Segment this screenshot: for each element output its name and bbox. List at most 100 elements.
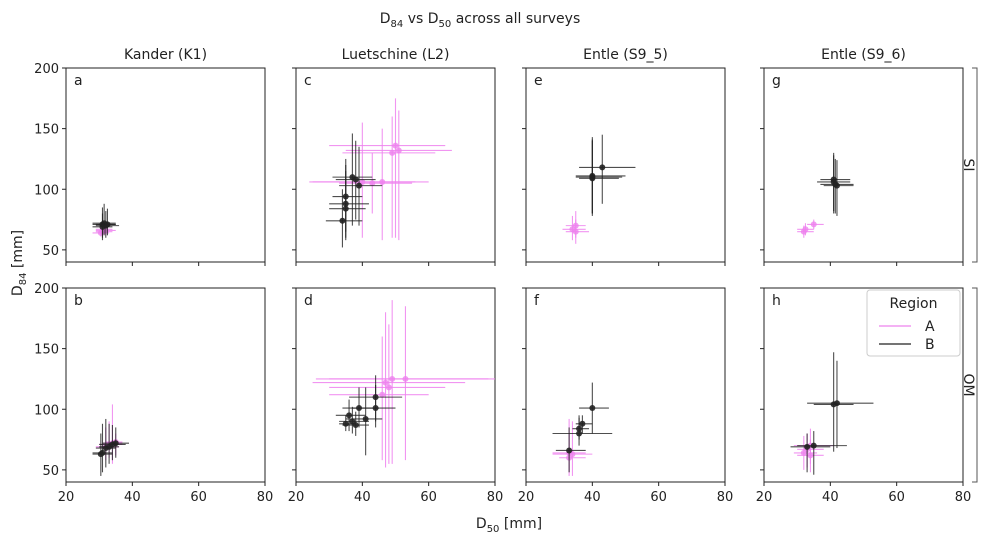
column-title: Luetschine (L2) [342, 47, 450, 63]
panel-data [552, 382, 613, 476]
data-point [800, 449, 807, 456]
data-point [385, 384, 392, 391]
x-tick-label: 80 [487, 490, 504, 505]
panel-data [312, 300, 495, 468]
data-point [402, 375, 409, 382]
panel-letter: c [304, 73, 312, 89]
panel-grid: Kander (K1) Luetschine (L2) Entle (S9_5) En… [34, 47, 971, 505]
y-tick-label: 50 [42, 464, 59, 479]
y-tick-label: 150 [34, 343, 59, 358]
data-point [807, 452, 814, 459]
series-B [92, 203, 120, 241]
row-bracket [972, 67, 978, 263]
data-point [362, 415, 369, 422]
panel-d: 20 40 60 80 d [288, 287, 504, 505]
series-B [790, 352, 874, 475]
column-title: Kander (K1) [124, 47, 207, 63]
panel-data [92, 404, 130, 476]
data-point [339, 217, 346, 224]
panel-frame [295, 287, 496, 483]
x-tick-label: 80 [257, 490, 274, 505]
data-point [104, 221, 111, 228]
data-point [589, 405, 596, 412]
y-tick-label: 100 [34, 183, 59, 198]
series-A [312, 300, 495, 468]
data-point [342, 420, 349, 427]
series-B [92, 418, 130, 476]
panel-frame [525, 67, 726, 263]
x-axis-label: D50 [mm] [476, 516, 542, 535]
data-point [352, 422, 359, 429]
data-point [379, 391, 386, 398]
data-point [599, 164, 606, 171]
panel-data [562, 134, 636, 244]
x-tick-label: 80 [717, 490, 734, 505]
panel-letter: e [534, 73, 543, 89]
data-point [572, 228, 579, 235]
y-tick-label: 50 [42, 244, 59, 259]
column-title: Entle (S9_5) [583, 47, 668, 63]
x-tick-label: 60 [888, 490, 905, 505]
panel-c: c [292, 67, 496, 266]
panel-letter: a [74, 73, 83, 89]
panel-letter: d [304, 293, 313, 309]
panel-frame [763, 67, 964, 263]
data-point [382, 379, 389, 386]
panel-frame [65, 67, 266, 263]
data-point [810, 221, 817, 228]
y-axis-label: D84 [mm] [10, 230, 29, 296]
legend-label: A [925, 319, 935, 335]
panel-h: 20 40 60 80 h [756, 287, 972, 505]
data-point [589, 175, 596, 182]
x-tick-label: 60 [420, 490, 437, 505]
data-point [369, 180, 376, 187]
data-point [395, 147, 402, 154]
data-point [97, 451, 104, 458]
legend-label: B [925, 337, 935, 353]
panel-frame [763, 287, 964, 483]
data-point [389, 149, 396, 156]
x-tick-label: 80 [955, 490, 972, 505]
panel-a: 50 100 150 200 a [34, 62, 266, 266]
panel-f: 20 40 60 80 f [518, 287, 734, 505]
panel-b: 50 100 150 200 20 40 60 80 b [34, 282, 273, 505]
x-tick-label: 20 [288, 490, 305, 505]
x-tick-label: 20 [756, 490, 773, 505]
legend: Region AB [866, 289, 961, 357]
row-labels: SI OM [960, 67, 978, 483]
data-point [579, 420, 586, 427]
figure-title: D84 vs D50 across all surveys [380, 11, 581, 30]
legend-title: Region [890, 296, 938, 312]
panel-frame [525, 287, 726, 483]
x-tick-label: 20 [518, 490, 535, 505]
panel-data [797, 152, 854, 238]
data-point [833, 182, 840, 189]
series-A [562, 211, 590, 244]
data-point [356, 405, 363, 412]
panel-letter: f [534, 293, 540, 309]
x-tick-label: 40 [354, 490, 371, 505]
y-tick-label: 200 [34, 62, 59, 77]
series-A [309, 98, 452, 241]
x-tick-label: 40 [584, 490, 601, 505]
y-tick-label: 150 [34, 123, 59, 138]
data-point [804, 443, 811, 450]
data-point [356, 182, 363, 189]
row-label: OM [960, 373, 976, 396]
series-B [325, 133, 383, 248]
data-point [342, 205, 349, 212]
panel-data [790, 352, 874, 475]
x-tick-label: 20 [58, 490, 75, 505]
y-tick-label: 200 [34, 282, 59, 297]
column-title: Entle (S9_6) [821, 47, 906, 63]
data-point [392, 142, 399, 149]
data-point [112, 440, 119, 447]
data-point [99, 223, 106, 230]
data-point [346, 412, 353, 419]
panel-letter: b [74, 293, 83, 309]
series-A [797, 219, 824, 238]
data-point [830, 401, 837, 408]
x-tick-label: 60 [190, 490, 207, 505]
panel-letter: g [772, 73, 781, 89]
